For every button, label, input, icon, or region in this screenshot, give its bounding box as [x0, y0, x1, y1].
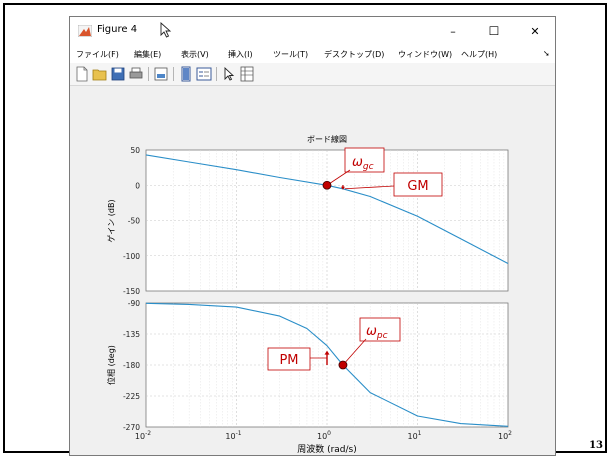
figure-canvas: 50 0 -50 -100 -150 -90 -135 -180 -225 -270 10-2 10-…: [70, 86, 555, 455]
phase-ytick-label: -270: [123, 423, 140, 432]
x-tick-label: 100: [317, 430, 331, 441]
insert-colorbar-icon[interactable]: [178, 66, 194, 82]
open-file-icon[interactable]: [92, 66, 108, 82]
maximize-icon: ☐: [488, 24, 500, 38]
menu-view[interactable]: 表示(V): [181, 50, 209, 59]
menu-window[interactable]: ウィンドウ(W): [398, 50, 453, 59]
wgc-leader-line: [326, 169, 351, 186]
phase-curve: [145, 302, 509, 427]
menu-edit[interactable]: 編集(E): [134, 50, 162, 59]
wgc-marker: [322, 180, 332, 190]
phase-ytick-label: -90: [128, 299, 140, 308]
magnitude-ytick-label: -150: [123, 287, 140, 296]
phase-ytick-label: -225: [123, 392, 140, 401]
wgc-label: ωgc: [352, 155, 374, 172]
insert-legend-icon[interactable]: [196, 66, 212, 82]
gm-label: GM: [407, 179, 428, 194]
menu-bar: ファイル(F) 編集(E) 表示(V) 挿入(I) ツール(T) デスクトップ(…: [70, 45, 555, 63]
close-icon: ✕: [530, 24, 540, 38]
x-tick-label: 102: [498, 430, 512, 441]
magnitude-curve: [145, 154, 509, 264]
close-button[interactable]: ✕: [515, 17, 555, 45]
menu-insert[interactable]: 挿入(I): [228, 50, 253, 59]
wgc-annotation-box: [344, 147, 385, 173]
print-figure-icon[interactable]: [128, 66, 144, 82]
markers: [310, 169, 395, 370]
x-axis-label: 周波数 (rad/s): [297, 443, 357, 455]
gm-leader-line: [344, 185, 395, 190]
x-tick-label: 10-1: [225, 430, 241, 441]
menu-desktop[interactable]: デスクトップ(D): [324, 50, 385, 59]
magnitude-ylabel: ゲイン (dB): [106, 199, 116, 242]
magnitude-ytick-label: 50: [130, 146, 140, 155]
toolbar: [70, 63, 555, 86]
pm-annotation-box: [267, 347, 311, 371]
magnitude-ytick-label: -100: [123, 252, 140, 261]
curves: [145, 154, 509, 427]
pm-arrowhead: [324, 350, 330, 355]
minimize-button[interactable]: –: [433, 17, 473, 45]
gm-annotation-box: [393, 172, 443, 197]
property-inspector-icon[interactable]: [239, 66, 255, 82]
page-number: 13: [589, 440, 603, 451]
menu-file[interactable]: ファイル(F): [76, 50, 119, 59]
matlab-figure-icon: [78, 25, 92, 37]
edit-plot-arrow-icon[interactable]: [221, 66, 237, 82]
grid-lines: [146, 150, 508, 427]
link-plot-icon[interactable]: [153, 66, 169, 82]
annotations: ωgc GM PM ωpc: [267, 147, 443, 371]
menu-tools[interactable]: ツール(T): [273, 50, 309, 59]
minimize-icon: –: [450, 24, 456, 38]
gm-arrowhead: [340, 186, 345, 190]
wpc-label: ωpc: [366, 324, 388, 341]
plot-title: ボード線図: [307, 134, 347, 144]
x-tick-label: 10-2: [135, 430, 151, 441]
menu-help[interactable]: ヘルプ(H): [461, 50, 498, 59]
wpc-leader-line: [342, 338, 367, 366]
x-tick-label: 101: [407, 430, 421, 441]
toolbar-separator: [148, 67, 149, 81]
new-figure-icon[interactable]: [74, 66, 90, 82]
phase-ytick-label: -180: [123, 361, 140, 370]
dock-arrow-icon[interactable]: ➘: [543, 49, 550, 58]
toolbar-separator: [216, 67, 217, 81]
window-title: Figure 4: [97, 24, 138, 35]
figure-window: Figure 4 – ☐ ✕ ファイル(F) 編集(E) 表示(V) 挿入(I)…: [69, 16, 556, 456]
phase-ytick-label: -135: [123, 330, 140, 339]
save-figure-icon[interactable]: [110, 66, 126, 82]
wpc-annotation-box: [359, 317, 401, 342]
mouse-cursor-icon: [160, 22, 172, 38]
magnitude-ytick-label: 0: [135, 181, 140, 190]
title-bar[interactable]: Figure 4 – ☐ ✕: [70, 17, 555, 45]
wpc-marker: [338, 360, 348, 370]
toolbar-separator: [173, 67, 174, 81]
phase-ylabel: 位相 (deg): [106, 345, 116, 385]
pm-label: PM: [279, 353, 298, 368]
maximize-button[interactable]: ☐: [474, 17, 514, 45]
magnitude-ytick-label: -50: [128, 217, 140, 226]
